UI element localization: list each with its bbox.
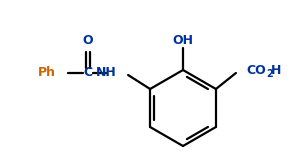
Text: CO: CO <box>246 65 266 77</box>
Text: H: H <box>271 65 281 77</box>
Text: 2: 2 <box>266 69 273 79</box>
Text: Ph: Ph <box>38 67 56 80</box>
Text: NH: NH <box>96 67 117 80</box>
Text: O: O <box>83 35 93 47</box>
Text: OH: OH <box>172 35 194 47</box>
Text: C: C <box>84 67 93 80</box>
